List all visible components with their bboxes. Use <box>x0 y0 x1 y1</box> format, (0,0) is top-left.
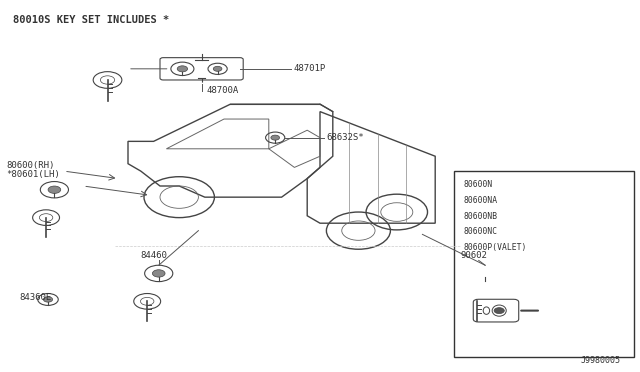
Text: *80601(LH): *80601(LH) <box>6 170 60 179</box>
Circle shape <box>48 186 61 193</box>
Text: 80600N: 80600N <box>464 180 493 189</box>
Bar <box>454 171 634 357</box>
Circle shape <box>213 66 222 71</box>
Circle shape <box>494 308 504 314</box>
Circle shape <box>152 270 165 277</box>
Text: 80600P(VALET): 80600P(VALET) <box>464 243 527 252</box>
Text: 48700A: 48700A <box>206 86 238 94</box>
Circle shape <box>44 297 52 302</box>
Text: 80600NC: 80600NC <box>464 227 498 236</box>
Text: 84360E: 84360E <box>19 293 51 302</box>
Circle shape <box>271 135 280 140</box>
Text: 84460: 84460 <box>141 251 168 260</box>
Text: 80010S KEY SET INCLUDES *: 80010S KEY SET INCLUDES * <box>13 15 169 25</box>
Circle shape <box>479 270 492 277</box>
Text: 48701P: 48701P <box>293 64 325 73</box>
Text: 68632S*: 68632S* <box>326 133 364 142</box>
Text: 80600NA: 80600NA <box>464 196 498 205</box>
Circle shape <box>177 66 188 72</box>
Text: 80600NB: 80600NB <box>464 212 498 221</box>
Text: 90602: 90602 <box>461 251 488 260</box>
Text: J9980005: J9980005 <box>581 356 621 365</box>
Text: 80600(RH): 80600(RH) <box>6 161 55 170</box>
